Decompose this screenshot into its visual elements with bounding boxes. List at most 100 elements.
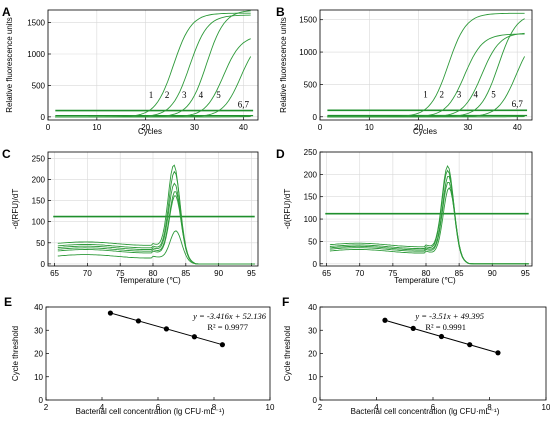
y-tick-label: 1000 xyxy=(27,50,45,59)
regression-equation: y = -3.51x + 49.395 xyxy=(414,311,484,321)
x-axis-label: Bacterial cell concentration (lg CFU·mL⁻… xyxy=(351,407,500,416)
y-tick-label: 500 xyxy=(32,81,46,90)
x-tick-label: 70 xyxy=(355,269,364,278)
x-tick-label: 6 xyxy=(431,403,436,412)
x-tick-label: 10 xyxy=(365,123,374,132)
amplification-curve xyxy=(55,38,251,118)
y-tick-label: 50 xyxy=(36,239,45,248)
y-tick-label: 20 xyxy=(34,350,43,359)
curve-number-label: 6,7 xyxy=(238,99,250,109)
y-tick-label: 250 xyxy=(304,148,318,157)
x-tick-label: 8 xyxy=(212,403,217,412)
y-tick-label: 50 xyxy=(308,237,317,246)
x-tick-label: 70 xyxy=(83,269,92,278)
y-tick-label: 30 xyxy=(308,326,317,335)
y-tick-label: 40 xyxy=(34,303,43,312)
y-axis-label: Relative fluorescence units xyxy=(279,17,288,113)
x-tick-label: 20 xyxy=(141,123,150,132)
x-tick-label: 2 xyxy=(318,403,323,412)
regression-equation: y = -3.416x + 52.136 xyxy=(192,311,267,321)
data-point xyxy=(107,310,113,316)
data-point xyxy=(219,342,225,348)
plot-frame xyxy=(319,9,533,121)
amplification-curve xyxy=(327,56,526,118)
amplification-curve xyxy=(55,10,251,118)
x-axis-label: Temperature (℃) xyxy=(394,276,456,285)
data-point xyxy=(191,334,197,340)
curve-number-label: 3 xyxy=(182,90,187,100)
x-tick-label: 4 xyxy=(100,403,105,412)
curve-number-label: 4 xyxy=(199,90,204,100)
x-tick-label: 8 xyxy=(487,403,492,412)
y-tick-label: 100 xyxy=(32,218,46,227)
y-tick-label: 0 xyxy=(41,113,46,122)
x-tick-label: 20 xyxy=(414,123,423,132)
x-tick-label: 85 xyxy=(181,269,190,278)
curve-number-label: 3 xyxy=(457,89,462,99)
y-axis-label: -d(RFU)/dT xyxy=(283,189,292,230)
x-tick-label: 2 xyxy=(44,403,49,412)
y-tick-label: 100 xyxy=(304,215,318,224)
data-point xyxy=(495,350,501,356)
x-axis-label: Cycles xyxy=(138,127,162,136)
y-tick-label: 1000 xyxy=(299,48,317,57)
x-tick-label: 30 xyxy=(463,123,472,132)
curve-number-label: 1 xyxy=(149,90,154,100)
x-tick-label: 65 xyxy=(50,269,59,278)
y-tick-label: 0 xyxy=(313,260,318,269)
y-tick-label: 1500 xyxy=(299,16,317,25)
x-tick-label: 80 xyxy=(422,269,431,278)
x-tick-label: 85 xyxy=(455,269,464,278)
x-tick-label: 80 xyxy=(149,269,158,278)
r-squared-label: R² = 0.9977 xyxy=(207,322,248,332)
y-tick-label: 0 xyxy=(313,396,318,405)
x-tick-label: 75 xyxy=(116,269,125,278)
y-axis-label: Cycle threshold xyxy=(283,326,292,381)
amplification-curve xyxy=(327,18,525,118)
y-tick-label: 40 xyxy=(308,303,317,312)
y-tick-label: 0 xyxy=(313,113,318,122)
x-tick-label: 10 xyxy=(542,403,550,412)
panel-letter: C xyxy=(2,147,11,161)
melt-curve xyxy=(329,186,529,265)
y-axis-label: Cycle threshold xyxy=(11,326,20,381)
amplification-curve xyxy=(55,14,251,118)
curve-number-label: 4 xyxy=(474,89,479,99)
panel-c: C 65 70 75 80 85 90 95 0 50 100 150 200 250 Temperatur… xyxy=(2,147,259,285)
melt-curve xyxy=(57,230,255,265)
x-tick-label: 30 xyxy=(190,123,199,132)
x-axis-label: Cycles xyxy=(413,127,437,136)
data-point xyxy=(438,333,445,340)
data-point xyxy=(163,326,169,332)
y-tick-label: 200 xyxy=(32,175,46,184)
x-axis-label: Bacterial cell concentration (lg CFU·mL⁻… xyxy=(76,407,225,416)
x-tick-label: 0 xyxy=(318,123,323,132)
panel-letter: A xyxy=(2,5,11,19)
y-tick-label: 10 xyxy=(308,373,317,382)
x-tick-label: 0 xyxy=(46,123,51,132)
y-tick-label: 150 xyxy=(32,197,46,206)
x-tick-label: 95 xyxy=(247,269,256,278)
panel-a: A 0 10 20 30 40 0 500 1000 1500 Cycles Relative flu… xyxy=(2,5,259,136)
y-tick-label: 250 xyxy=(32,154,46,163)
x-tick-label: 90 xyxy=(488,269,497,278)
r-squared-label: R² = 0.9991 xyxy=(425,322,466,332)
x-tick-label: 40 xyxy=(513,123,522,132)
y-axis-label: -d(RFU)/dT xyxy=(11,189,20,230)
curve-number-label: 1 xyxy=(423,89,428,99)
data-point xyxy=(410,325,416,331)
curve-number-label: 2 xyxy=(165,90,170,100)
y-tick-label: 500 xyxy=(304,80,318,89)
data-point xyxy=(382,317,388,323)
curve-number-label: 5 xyxy=(491,89,496,99)
amplification-curve xyxy=(55,12,251,118)
curve-number-label: 2 xyxy=(440,89,445,99)
y-tick-label: 0 xyxy=(41,260,46,269)
panel-e: E 2 4 6 8 10 0 10 20 30 40 Bacterial cell concentra… xyxy=(4,295,275,416)
y-tick-label: 20 xyxy=(308,350,317,359)
y-tick-label: 10 xyxy=(34,373,43,382)
curve-number-label: 5 xyxy=(216,90,221,100)
panel-d: D 65 70 75 80 85 90 95 0 50 100 150 200 250 Temperatur… xyxy=(276,147,533,285)
